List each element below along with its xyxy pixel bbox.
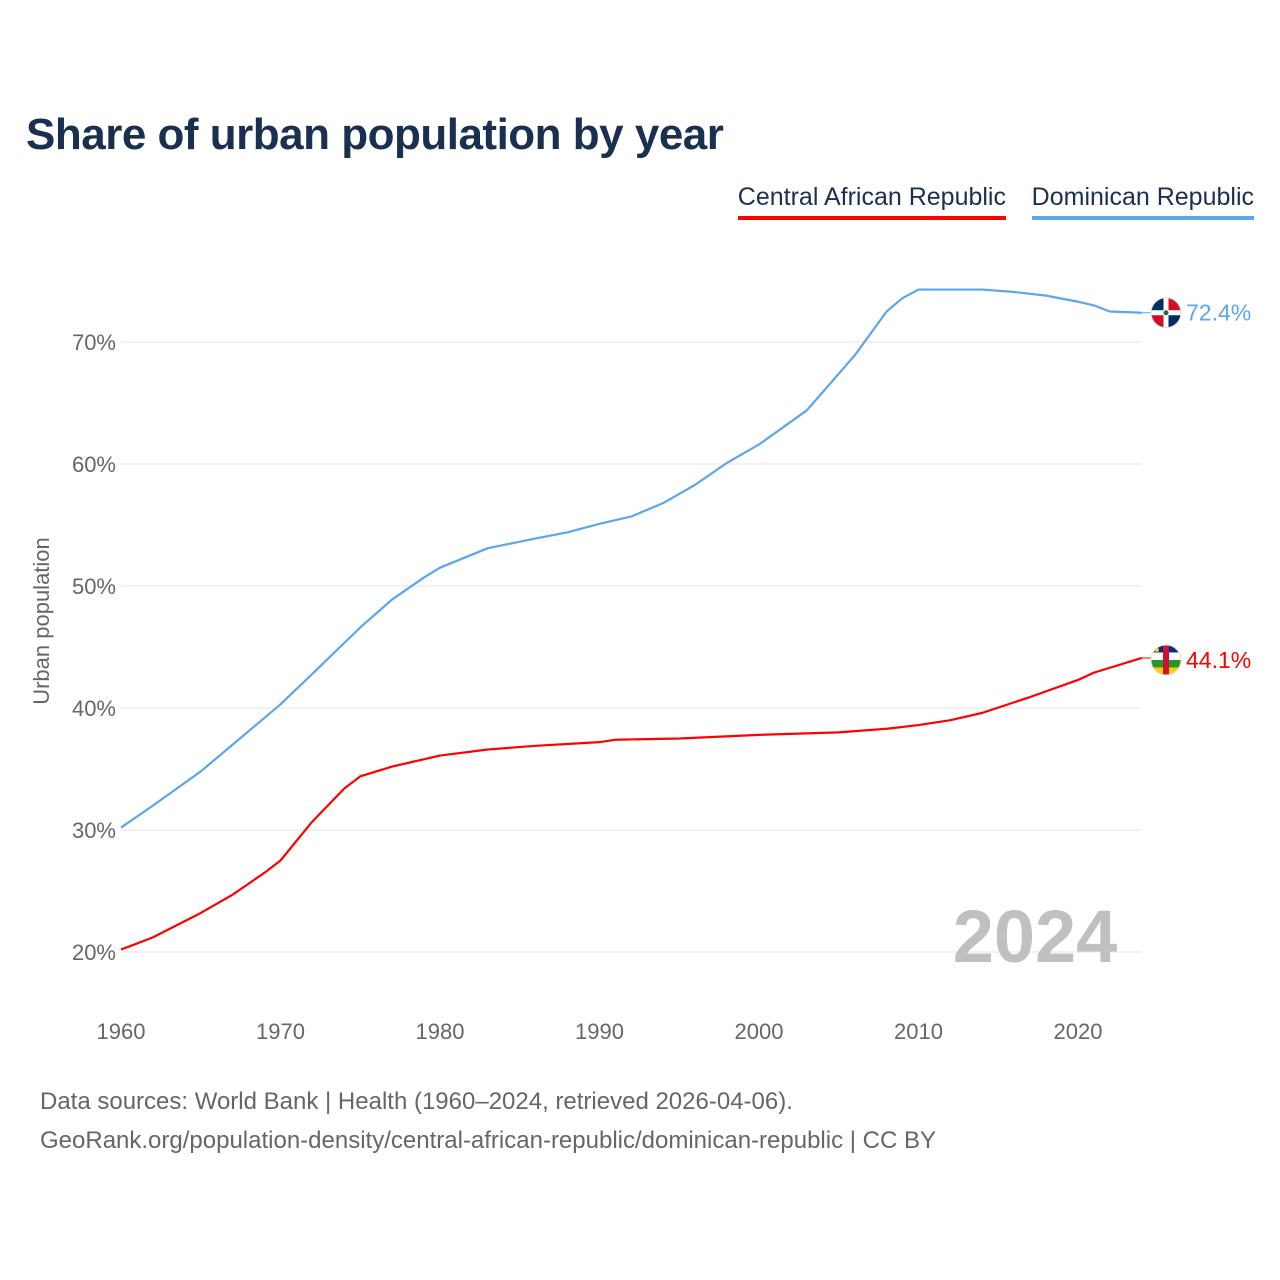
y-tick-label: 50%: [72, 574, 116, 599]
flag-border: [1150, 297, 1182, 329]
legend-dominican-republic[interactable]: Dominican Republic: [1031, 183, 1254, 220]
y-tick-label: 40%: [72, 696, 116, 721]
chart-title: Share of urban population by year: [26, 110, 724, 159]
end-value-label: 72.4%: [1186, 300, 1251, 326]
legend-central-african-republic[interactable]: Central African Republic: [737, 183, 1006, 220]
series-line-central-african-republic: [120, 656, 1143, 951]
x-tick-label: 2020: [1054, 1019, 1103, 1044]
flag-border: [1150, 644, 1182, 676]
x-tick-label: 1960: [97, 1019, 146, 1044]
credit-link[interactable]: GeoRank.org/population-density/central-a…: [40, 1127, 937, 1154]
y-tick-label: 70%: [72, 330, 116, 355]
x-tick-label: 2000: [735, 1019, 784, 1044]
y-tick-label: 60%: [72, 452, 116, 477]
x-tick-label: 1990: [575, 1019, 624, 1044]
y-tick-label: 20%: [72, 940, 116, 965]
series-line-dominican-republic: [120, 288, 1142, 829]
dominican-republic-flag-icon: [1150, 297, 1182, 329]
central-african-republic-flag-icon: [1150, 644, 1182, 676]
year-watermark: 2024: [953, 895, 1118, 978]
end-value-label: 44.1%: [1186, 647, 1251, 673]
y-tick-label: 30%: [72, 818, 116, 843]
data-sources: Data sources: World Bank | Health (1960–…: [40, 1088, 793, 1115]
flag-part: [1163, 310, 1169, 316]
x-tick-label: 1980: [416, 1019, 465, 1044]
flag-part: [1163, 644, 1169, 675]
x-tick-label: 2010: [894, 1019, 943, 1044]
x-tick-label: 1970: [256, 1019, 305, 1044]
